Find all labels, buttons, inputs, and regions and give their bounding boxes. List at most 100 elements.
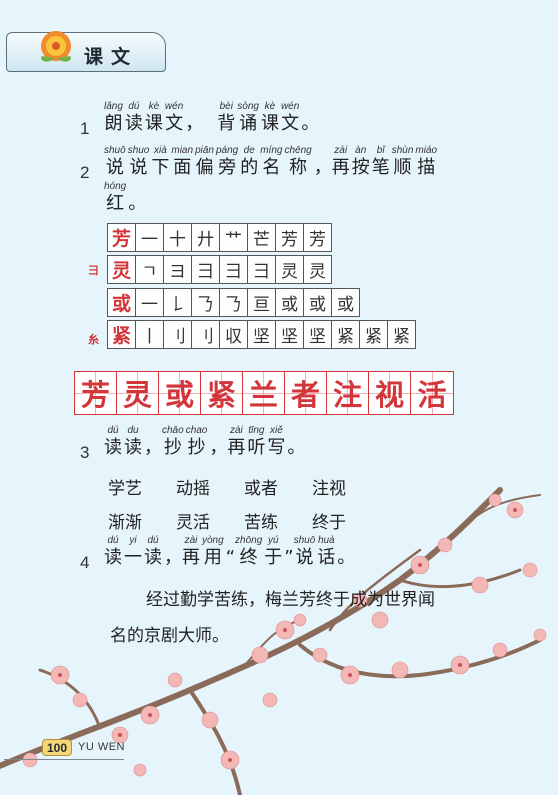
hanzi: 按	[351, 157, 370, 178]
pinyin: du	[127, 425, 139, 436]
punctuation: 。	[128, 193, 147, 214]
hanzi: 下	[151, 157, 170, 178]
ruby-character: dú 读	[144, 534, 162, 569]
flower-icon	[41, 31, 71, 62]
ruby-character: chēng 称	[284, 144, 311, 179]
ruby-character: wén 文	[281, 100, 299, 135]
punctuation: 。	[301, 113, 320, 134]
pinyin: bèi	[219, 101, 233, 112]
hanzi: 课	[144, 113, 163, 134]
pinyin: zài	[184, 535, 198, 546]
hanzi: 笔	[371, 157, 390, 178]
hanzi: 读	[124, 437, 142, 458]
ruby-character: dú 读	[125, 100, 143, 135]
ruby-character: sòng 诵	[237, 100, 259, 135]
hanzi: 名	[262, 157, 281, 178]
ruby-character: piān 偏	[195, 144, 214, 179]
punctuation: ，	[313, 157, 332, 178]
stroke-step-cell: 坚	[303, 320, 332, 349]
writing-cell: 或	[159, 372, 201, 414]
hanzi: 称	[289, 157, 308, 178]
pinyin: zài	[334, 145, 348, 156]
stroke-step-cell: ⺕	[247, 255, 276, 284]
ruby-character: yi 一	[124, 534, 142, 569]
stroke-step-cell: 灵	[275, 255, 304, 284]
stroke-step-cell: 十	[163, 223, 192, 252]
ruby-character: dú 读	[104, 424, 122, 459]
hanzi: 读	[104, 437, 122, 458]
stroke-step-cell: 一	[135, 223, 164, 252]
hanzi: 面	[173, 157, 192, 178]
stroke-step-cell: 芳	[275, 223, 304, 252]
ruby-character: páng 旁	[216, 144, 238, 179]
pinyin: zhōng	[235, 535, 263, 546]
hanzi: 说	[295, 547, 314, 568]
stroke-step-cell: 𠄌	[163, 288, 192, 317]
passage-line: 名的京剧大师。	[110, 626, 229, 646]
stroke-step-cell: 紧	[359, 320, 388, 349]
ruby-character: du 读	[124, 424, 142, 459]
hanzi: 终	[239, 547, 258, 568]
hanzi: 用	[203, 547, 222, 568]
pinyin: shuō	[293, 535, 316, 546]
hanzi: 话	[317, 547, 336, 568]
ruby-character: zhōng 终	[235, 534, 262, 569]
hanzi: 读	[124, 113, 143, 134]
punctuation: ，	[185, 113, 204, 134]
pinyin: dú	[147, 535, 159, 546]
hanzi: 再	[182, 547, 200, 568]
ruby-character: hóng 红	[104, 180, 126, 215]
ruby-character: mian 面	[171, 144, 193, 179]
hanzi: 背	[217, 113, 236, 134]
pinyin: xià	[153, 145, 167, 156]
writing-cell: 者	[285, 372, 327, 414]
stroke-head-character: 灵	[107, 255, 136, 284]
stroke-step-cell: 紧	[331, 320, 360, 349]
word-list-row: 学艺 动摇 或者 注视	[108, 474, 380, 499]
ruby-character: zài 再	[182, 534, 200, 569]
footer-divider	[4, 759, 124, 760]
pinyin: lǎng	[104, 101, 123, 112]
stroke-step-cell: 刂	[163, 320, 192, 349]
writing-cell: 视	[369, 372, 411, 414]
hanzi: 说	[105, 157, 124, 178]
pinyin: shuō	[104, 145, 126, 156]
stroke-head-character: 芳	[107, 223, 136, 252]
ruby-character: lǎng 朗	[104, 100, 123, 135]
punctuation: ，	[209, 437, 228, 458]
section-title: 课文	[84, 46, 139, 68]
writing-cell: 灵	[117, 372, 159, 414]
pinyin: shùn	[391, 145, 414, 156]
pinyin: míng	[260, 145, 283, 156]
pinyin: dú	[107, 425, 119, 436]
task1-instruction: lǎng 朗 dú 读 kè 课 wén 文， bèi 背 sòng 诵 kè 课 wén 文。	[104, 100, 319, 135]
ruby-character: chāo 抄	[162, 424, 184, 459]
stroke-step-cell: 彐	[191, 255, 220, 284]
pinyin: chēng	[284, 145, 312, 156]
task3-instruction: dú 读 du 读， chāo 抄 chao 抄， zài 再 tīng 听 xiě 写。	[104, 424, 305, 459]
radical-label: 彐	[88, 264, 99, 277]
stroke-step-cell: 𠄎	[191, 288, 220, 317]
writing-cell: 兰	[243, 372, 285, 414]
passage-line: 经过勤学苦练，梅兰芳终于成为世界闻	[146, 590, 435, 610]
character-writing-grid: 芳灵或紧兰者注视活	[74, 371, 454, 415]
hanzi: 写	[267, 437, 286, 458]
hanzi: 再	[227, 437, 246, 458]
hanzi: 一	[124, 547, 142, 568]
stroke-step-cell: 彐	[219, 255, 248, 284]
pinyin: yòng	[202, 535, 224, 546]
hanzi: 顺	[393, 157, 412, 178]
ruby-character: tīng 听	[247, 424, 265, 459]
pinyin: xiě	[269, 425, 283, 436]
pinyin: huà	[317, 535, 335, 546]
hanzi: 读	[104, 547, 122, 568]
stroke-step-cell: 艹	[219, 223, 248, 252]
hanzi: 诵	[239, 113, 258, 134]
pinyin: shuo	[127, 145, 150, 156]
stroke-step-cell: ヨ	[163, 255, 192, 284]
vocabulary-word: 学艺	[108, 479, 142, 499]
punctuation: 。	[287, 437, 306, 458]
pinyin: dú	[128, 101, 140, 112]
stroke-step-cell: 芒	[247, 223, 276, 252]
